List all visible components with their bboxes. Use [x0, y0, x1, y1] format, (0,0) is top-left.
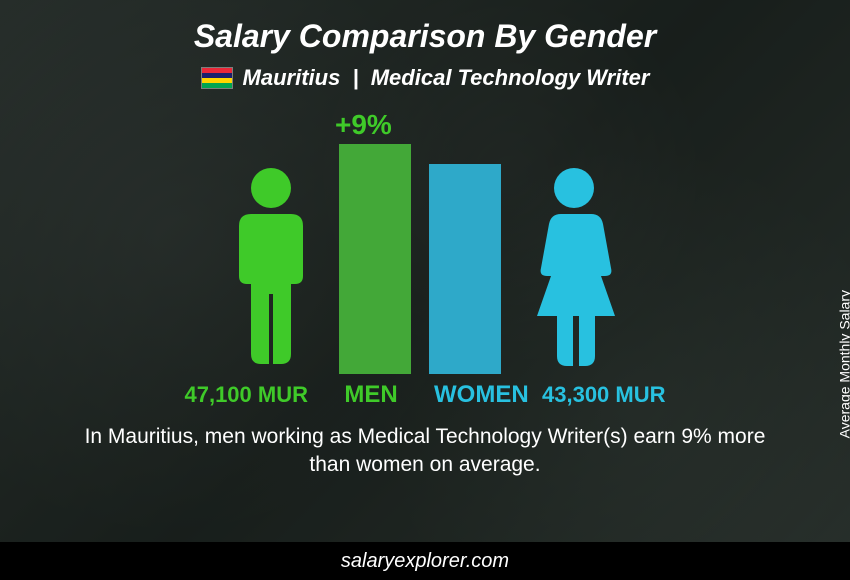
men-bar [339, 144, 411, 374]
job-label: Medical Technology Writer [371, 65, 650, 90]
chart-figures [105, 144, 745, 374]
subtitle-row: Mauritius | Medical Technology Writer [201, 65, 650, 91]
description-text: In Mauritius, men working as Medical Tec… [65, 423, 785, 480]
percent-difference-label: +9% [335, 109, 392, 141]
women-category-label: WOMEN [434, 381, 524, 409]
labels-row: 47,100 MUR MEN WOMEN 43,300 MUR [105, 381, 745, 409]
separator: | [352, 65, 358, 90]
female-figure-icon [519, 164, 629, 374]
y-axis-label: Average Monthly Salary [836, 290, 850, 438]
chart-area: +9% 47,100 MUR MEN WOMEN 43,300 MUR [105, 109, 745, 409]
women-salary-label: 43,300 MUR [542, 382, 702, 408]
men-category-label: MEN [326, 381, 416, 409]
page-title: Salary Comparison By Gender [194, 18, 656, 55]
male-figure-icon [221, 164, 321, 374]
subtitle-text: Mauritius | Medical Technology Writer [243, 65, 650, 91]
footer-bar: salaryexplorer.com [0, 542, 850, 580]
footer-text: salaryexplorer.com [341, 550, 509, 573]
women-bar [429, 164, 501, 374]
men-salary-label: 47,100 MUR [148, 382, 308, 408]
content-container: Salary Comparison By Gender Mauritius | … [0, 0, 850, 580]
country-label: Mauritius [243, 65, 341, 90]
mauritius-flag-icon [201, 67, 233, 89]
